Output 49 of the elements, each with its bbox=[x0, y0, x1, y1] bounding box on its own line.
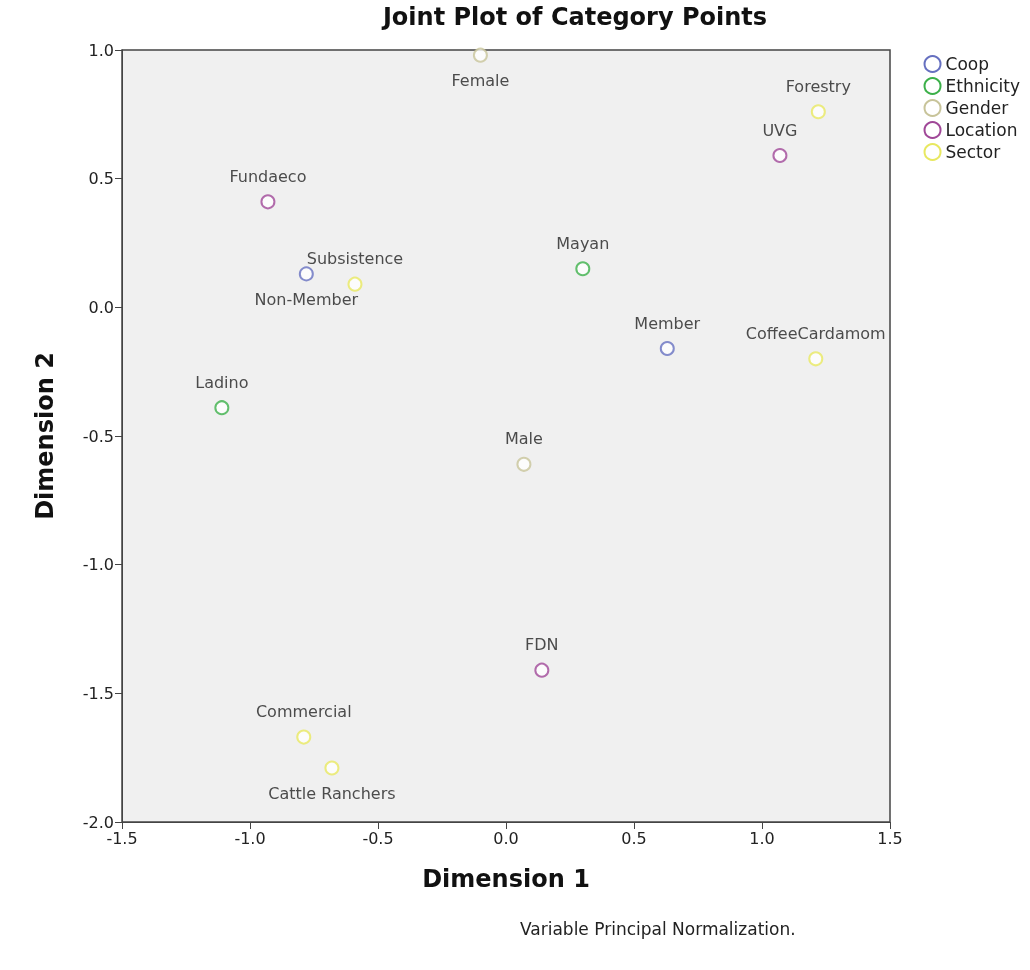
x-tick-label: -0.5 bbox=[362, 828, 394, 848]
point bbox=[516, 456, 532, 472]
x-axis-title: Dimension 1 bbox=[422, 865, 590, 893]
point bbox=[472, 47, 488, 63]
data-label: Male bbox=[504, 429, 543, 449]
point bbox=[575, 261, 591, 277]
point bbox=[659, 341, 675, 356]
data-label: Ladino bbox=[195, 372, 249, 392]
y-tick-label: 1.0 bbox=[88, 40, 114, 60]
data-label: Female bbox=[451, 71, 510, 91]
legend-label: Gender bbox=[945, 98, 1009, 118]
point bbox=[772, 148, 788, 163]
legend-label: Coop bbox=[945, 54, 989, 74]
y-tick-label: -0.5 bbox=[82, 426, 114, 446]
point bbox=[347, 276, 363, 292]
data-label: Member bbox=[634, 313, 701, 333]
x-tick-label: 1.5 bbox=[877, 828, 903, 848]
x-tick-label: -1.0 bbox=[234, 828, 266, 848]
legend-label: Ethnicity bbox=[945, 76, 1021, 96]
chart-title: Joint Plot of Category Points bbox=[380, 3, 768, 31]
point bbox=[324, 760, 340, 776]
data-label: Non-Member bbox=[254, 289, 359, 309]
y-tick-label: 0.5 bbox=[88, 169, 114, 189]
point bbox=[534, 662, 550, 678]
data-label: Commercial bbox=[255, 702, 352, 722]
text: Variable Principal Normalization. bbox=[520, 918, 796, 939]
data-label: CoffeeCardamom bbox=[745, 323, 886, 343]
data-label: Fundaeco bbox=[229, 166, 307, 186]
point bbox=[214, 400, 230, 416]
y-tick-label: -1.5 bbox=[82, 683, 114, 703]
y-tick-label: 0.0 bbox=[88, 297, 114, 317]
data-label: FDN bbox=[525, 635, 559, 655]
data-label: UVG bbox=[762, 120, 798, 140]
data-label: Subsistence bbox=[306, 249, 404, 269]
x-tick-label: 1.0 bbox=[749, 828, 775, 848]
point bbox=[296, 729, 312, 745]
point bbox=[298, 266, 314, 282]
legend-label: Location bbox=[945, 120, 1018, 140]
legend-label: Sector bbox=[945, 142, 1001, 162]
data-label: Mayan bbox=[556, 233, 610, 253]
data-label: Cattle Ranchers bbox=[268, 783, 396, 803]
x-tick-label: 0.5 bbox=[621, 828, 647, 848]
y-axis-title: Dimension 2 bbox=[31, 352, 59, 520]
data-label: Forestry bbox=[785, 76, 851, 96]
point bbox=[260, 194, 276, 210]
point bbox=[810, 104, 826, 120]
x-tick-label: 0.0 bbox=[493, 828, 519, 848]
point bbox=[808, 351, 824, 367]
y-tick-label: -1.0 bbox=[82, 555, 114, 575]
